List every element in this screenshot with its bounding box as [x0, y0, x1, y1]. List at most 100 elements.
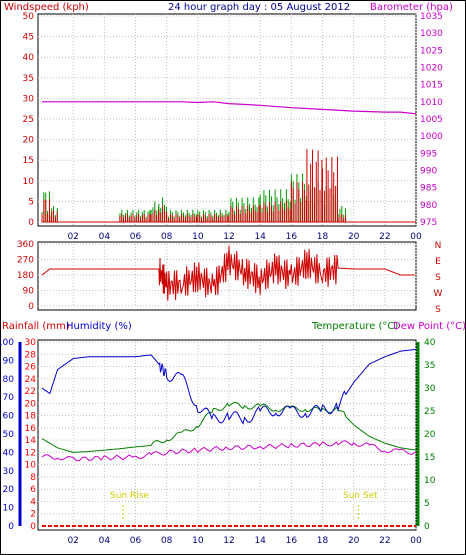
y-tick-label: 1005 [420, 115, 443, 125]
y-tick-label: 20 [23, 136, 35, 146]
y-tick-label: 35 [23, 74, 34, 84]
y-tick-label: 100 [0, 338, 14, 348]
y-tick-label: 0 [28, 218, 34, 228]
y-tick-label: 24 [25, 375, 37, 385]
y-tick-label: 10 [23, 177, 35, 187]
y-tick-label: 1025 [420, 46, 443, 56]
y-tick-label: 5 [28, 197, 34, 207]
sunset-label: Sun Set [343, 491, 378, 501]
y-tick-label: 1030 [420, 29, 443, 39]
y-tick-label: 22 [25, 387, 36, 397]
barometer-axis-label: Barometer (hpa) [370, 2, 453, 13]
y-tick-label: 270 [17, 256, 34, 266]
y-tick-label: 40 [23, 53, 35, 63]
temperature-line [41, 401, 417, 453]
direction-plot-area [37, 241, 417, 311]
y-tick-label: 10 [3, 504, 15, 514]
y-tick-label: 1020 [420, 64, 443, 74]
x-tick-label: 12 [223, 536, 234, 546]
x-tick-label: 00 [410, 536, 422, 546]
y-tick-label: 360 [17, 240, 34, 250]
y-tick-label: 20 [25, 399, 37, 409]
gridlines [38, 14, 417, 530]
y-tick-label: 50 [23, 12, 35, 22]
rainfall-axis-label: Rainfall (mm) [2, 321, 70, 332]
series-lines [18, 101, 420, 527]
x-tick-label: 04 [99, 536, 111, 546]
y-tick-label: 70 [3, 393, 15, 403]
x-tick-label: 08 [161, 536, 173, 546]
compass-label: W [434, 289, 443, 299]
x-tick-label: 18 [317, 232, 329, 242]
y-tick-label: 20 [3, 485, 15, 495]
y-tick-label: 28 [25, 350, 37, 360]
compass-label: E [435, 257, 441, 267]
y-tick-label: 0 [8, 522, 14, 532]
y-tick-label: 5 [424, 499, 430, 509]
y-tick-label: 50 [3, 430, 15, 440]
x-tick-label: 02 [67, 536, 78, 546]
wind-direction-line [41, 245, 415, 301]
dewpoint-axis-label: Dew Point (°C) [393, 321, 466, 332]
y-tick-label: 18 [25, 412, 37, 422]
y-tick-label: 980 [420, 201, 437, 211]
y-tick-label: 30 [424, 384, 436, 394]
barometer-line [42, 101, 417, 115]
y-tick-label: 2 [30, 510, 36, 520]
y-tick-label: 975 [420, 218, 437, 228]
dewpoint-line [41, 440, 417, 462]
x-tick-label: 14 [254, 232, 266, 242]
y-tick-label: 995 [420, 149, 437, 159]
y-tick-label: 35 [424, 361, 435, 371]
y-tick-label: 0 [424, 522, 430, 532]
top-plot-area [37, 13, 417, 227]
x-tick-label: 12 [223, 232, 234, 242]
humidity-line [41, 348, 417, 425]
y-tick-label: 6 [30, 485, 36, 495]
x-tick-label: 22 [379, 536, 390, 546]
x-tick-label: 08 [161, 232, 173, 242]
y-tick-label: 1010 [420, 98, 443, 108]
y-tick-label: 80 [3, 375, 15, 385]
x-tick-label: 20 [348, 232, 360, 242]
y-tick-label: 0 [28, 302, 34, 312]
y-tick-label: 8 [30, 473, 36, 483]
y-tick-label: 40 [3, 448, 15, 458]
y-tick-label: 60 [3, 412, 15, 422]
y-tick-label: 20 [424, 430, 436, 440]
x-tick-label: 06 [130, 536, 142, 546]
x-tick-label: 20 [348, 536, 360, 546]
x-tick-label: 22 [379, 232, 390, 242]
y-tick-label: 15 [424, 453, 435, 463]
x-tick-label: 10 [192, 536, 204, 546]
compass-label: S [435, 273, 441, 283]
compass-label: N [435, 241, 442, 251]
x-tick-label: 00 [410, 232, 422, 242]
y-tick-label: 15 [23, 156, 34, 166]
y-tick-label: 180 [17, 271, 34, 281]
x-tick-label: 02 [67, 232, 78, 242]
y-tick-label: 1015 [420, 81, 443, 91]
y-tick-label: 30 [23, 94, 35, 104]
windspeed-axis-label: Windspeed (kph) [4, 2, 89, 13]
x-tick-label: 16 [286, 232, 298, 242]
y-tick-label: 30 [25, 338, 37, 348]
y-tick-label: 985 [420, 184, 437, 194]
y-tick-label: 40 [424, 338, 436, 348]
y-tick-label: 10 [25, 461, 37, 471]
x-tick-label: 18 [317, 536, 329, 546]
y-tick-label: 1035 [420, 12, 443, 22]
x-tick-label: 10 [192, 232, 204, 242]
y-tick-label: 26 [25, 363, 37, 373]
x-tick-label: 06 [130, 232, 142, 242]
y-tick-label: 990 [420, 167, 437, 177]
y-tick-label: 90 [23, 287, 35, 297]
y-tick-label: 4 [30, 497, 36, 507]
x-tick-label: 04 [99, 232, 111, 242]
y-tick-label: 10 [424, 476, 436, 486]
y-tick-label: 25 [23, 115, 34, 125]
y-tick-label: 1000 [420, 132, 443, 142]
humidity-axis-label: Humidity (%) [66, 321, 132, 332]
